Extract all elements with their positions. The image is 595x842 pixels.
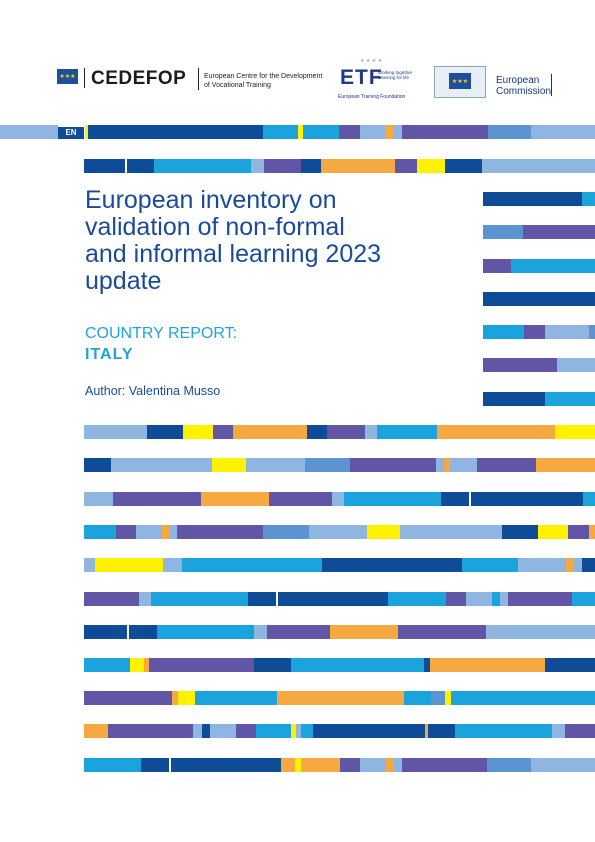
stripe-row [84,691,595,705]
stripe-row [84,492,595,506]
side-stripe [483,292,595,306]
report-subtitle: COUNTRY REPORT: [85,325,238,342]
side-stripe [483,392,595,406]
top-stripe [0,125,595,139]
stripe-row [84,592,595,606]
stripe-row [84,558,595,572]
language-badge: EN [58,127,84,139]
stripe-2 [84,159,595,173]
stripe-row [84,758,595,772]
side-stripe [483,325,595,339]
stripe-row [84,658,595,672]
eu-flag-icon: ★★★ [57,69,78,84]
etf-stars-icon: ★ ★ ★ ★ [360,58,383,64]
etf-logo: ★ ★ ★ ★ ETF Working together Learning fo… [338,58,413,100]
cedefop-description: European Centre for the Development of V… [204,73,323,89]
author-line: Author: Valentina Musso [85,384,221,398]
side-stripe [483,225,595,239]
side-stripe [483,192,595,206]
stripe-row [84,724,595,738]
stripe-row [84,625,595,639]
header-divider [198,68,199,90]
side-stripe [483,358,595,372]
stripe-row [84,525,595,539]
stripe-row [84,425,595,439]
header-divider [84,68,85,88]
report-title: European inventory on validation of non-… [85,186,382,295]
ec-building-icon: ★★★ [434,66,486,98]
side-stripe [483,259,595,273]
ec-logo: ★★★ European Commission [434,66,556,98]
country-name: ITALY [85,346,134,363]
stripe-row [84,458,595,472]
cedefop-logo: CEDEFOP [91,68,187,89]
